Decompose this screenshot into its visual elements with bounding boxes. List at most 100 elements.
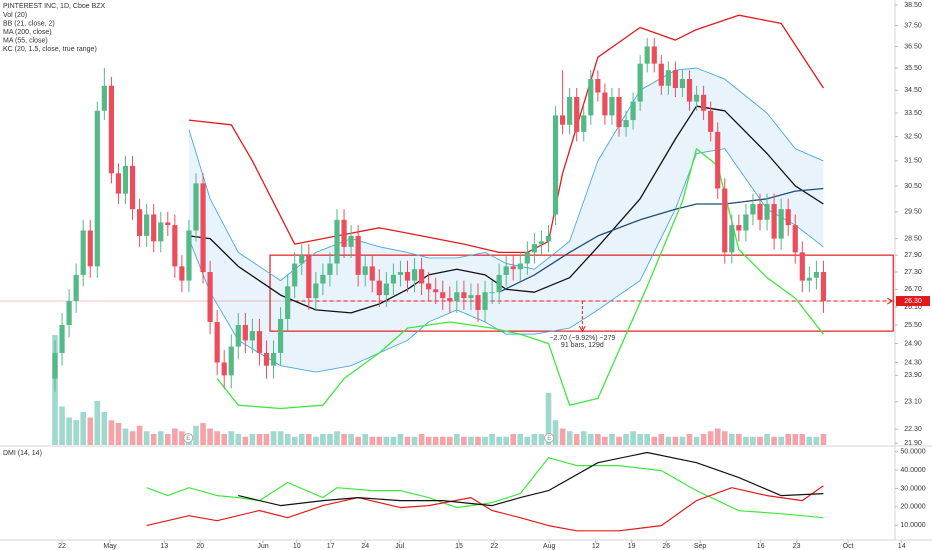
volume-bar <box>792 434 799 445</box>
x-tick-label: Jun <box>257 543 268 550</box>
volume-bar <box>771 436 777 445</box>
candle-body <box>806 277 812 281</box>
candle-body <box>496 274 502 293</box>
volume-bar <box>425 436 432 445</box>
volume-bar <box>475 436 481 445</box>
volume-bar <box>693 436 700 445</box>
candle-body <box>52 352 58 379</box>
volume-bar <box>496 436 502 445</box>
earnings-label: E <box>547 436 551 442</box>
indicator-label: BB (21, close, 2) <box>3 20 55 27</box>
dmi-tick-label: 50.0000 <box>900 448 925 455</box>
candle-body <box>693 94 700 102</box>
candle-body <box>369 266 375 281</box>
dmi-line <box>146 457 824 519</box>
x-tick-label: 22 <box>58 543 66 550</box>
dmi-tick-label: 10.0000 <box>900 522 925 529</box>
candle-body <box>256 331 263 353</box>
candle-body <box>433 289 439 293</box>
y-tick-label: 21.90 <box>904 440 922 447</box>
volume-bar <box>270 431 277 445</box>
candle-body <box>158 222 164 242</box>
candle-body <box>122 165 129 194</box>
volume-bar <box>249 434 256 445</box>
y-tick-label: 28.50 <box>904 235 922 242</box>
candle-body <box>447 298 453 302</box>
dmi-line <box>238 451 824 507</box>
candle-body <box>144 214 150 236</box>
volume-bar <box>101 412 108 445</box>
volume-bar <box>672 436 679 445</box>
candle-body <box>390 274 396 284</box>
y-tick-label: 23.10 <box>904 399 922 406</box>
candle-body <box>637 63 643 102</box>
y-tick-label: 26.10 <box>904 304 922 311</box>
earnings-label: E <box>186 436 190 442</box>
x-tick-label: 10 <box>293 543 301 550</box>
volume-bar <box>334 431 340 445</box>
indicator-line <box>188 67 824 282</box>
volume-bar <box>179 431 185 445</box>
candle-body <box>524 252 530 264</box>
candle-body <box>750 203 756 215</box>
x-tick-label: 26 <box>662 543 670 550</box>
candle-body <box>708 110 714 132</box>
candle-body <box>362 266 368 275</box>
candle-body <box>503 266 509 275</box>
candle-body <box>242 325 248 341</box>
candle-body <box>186 230 192 281</box>
candle-body <box>715 131 721 189</box>
volume-bar <box>348 434 354 445</box>
volume-bar <box>129 431 136 445</box>
candle-body <box>729 225 735 253</box>
measure-text: −2.70 (−9.92%) −279 <box>549 335 615 342</box>
last-price-box <box>896 296 930 307</box>
volume-bar <box>609 434 615 445</box>
candle-body <box>701 94 707 111</box>
candle-body <box>87 230 93 267</box>
indicator-label: MA (55, close) <box>3 37 48 44</box>
candle-body <box>172 225 178 267</box>
volume-bar <box>439 436 446 445</box>
y-tick-label: 25.50 <box>904 322 922 329</box>
volume-bar <box>80 412 86 445</box>
chart-title: PINTEREST INC, 1D, Cboe BZX <box>3 3 106 10</box>
volume-bar <box>313 436 319 445</box>
candle-body <box>66 301 72 326</box>
candle-body <box>228 346 234 376</box>
volume-bar <box>376 436 383 445</box>
volume-bar <box>66 417 72 445</box>
y-tick-label: 31.50 <box>904 158 922 165</box>
volume-bar <box>214 431 220 445</box>
volume-bar <box>588 434 594 445</box>
volume-bar <box>122 428 129 445</box>
dmi-tick-label: 30.0000 <box>900 485 925 492</box>
volume-bar <box>200 423 206 445</box>
candle-body <box>411 269 418 281</box>
volume-bar <box>729 434 735 445</box>
candle-body <box>764 203 770 220</box>
volume-bar <box>714 428 721 445</box>
candle-body <box>581 115 587 132</box>
volume-bar <box>327 434 333 445</box>
candle-body <box>489 292 495 294</box>
volume-bar <box>284 434 291 445</box>
volume-bar <box>503 436 509 445</box>
volume-bar <box>355 436 361 445</box>
candle-body <box>651 46 657 64</box>
volume-bar <box>559 428 566 445</box>
candle-body <box>214 321 220 363</box>
volume-bar <box>686 434 693 445</box>
x-tick-label: Aug <box>543 543 556 550</box>
volume-bar <box>369 436 376 445</box>
y-tick-label: 27.90 <box>904 252 922 259</box>
candle-body <box>792 225 798 253</box>
candle-body <box>672 70 678 88</box>
volume-bar <box>221 434 227 445</box>
candle-body <box>757 203 763 220</box>
volume-bar <box>524 436 531 445</box>
y-tick-label: 32.50 <box>904 133 922 140</box>
band-fill <box>188 68 824 373</box>
volume-bar <box>277 431 284 445</box>
y-tick-label: 23.90 <box>904 372 922 379</box>
